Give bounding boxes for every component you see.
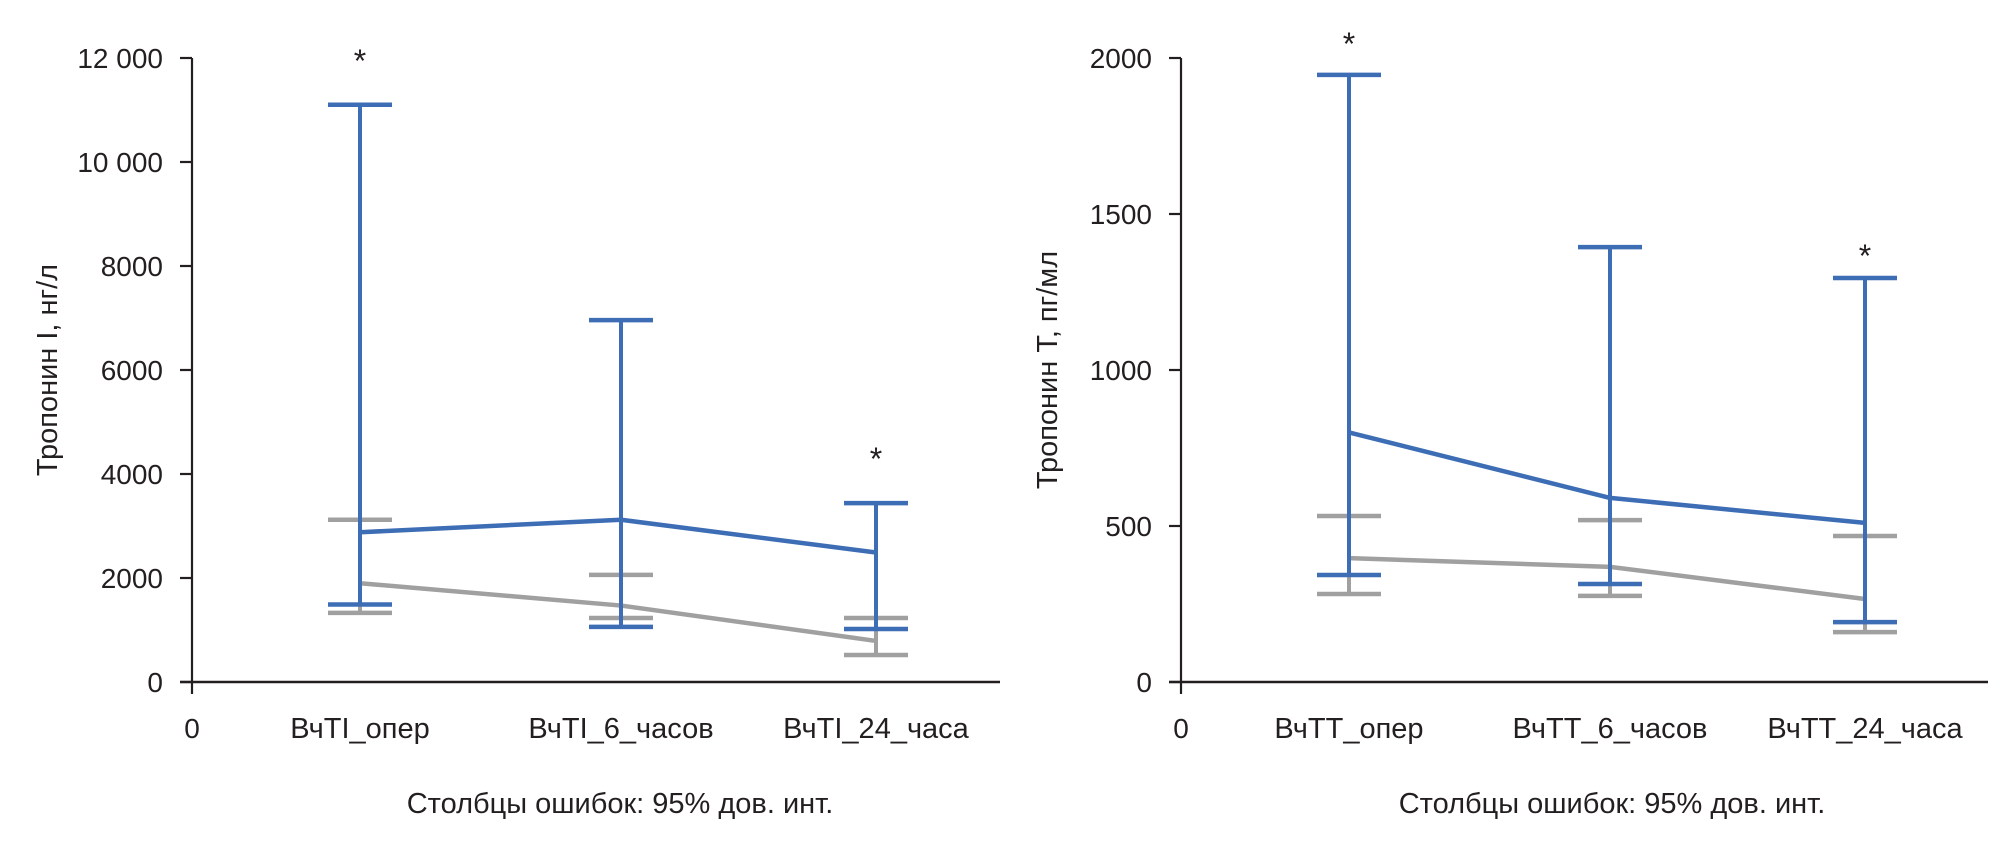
y-tick-label: 1500 bbox=[1090, 199, 1152, 230]
y-tick-label: 8000 bbox=[101, 251, 163, 282]
x-category-label: ВчТТ_6_часов bbox=[1513, 713, 1708, 745]
y-tick-label: 0 bbox=[147, 667, 163, 698]
y-tick-label: 0 bbox=[1136, 667, 1152, 698]
series-line-group-gray bbox=[1348, 555, 1866, 602]
significance-marker: * bbox=[870, 441, 882, 477]
significance-marker: * bbox=[1343, 26, 1355, 62]
significance-marker: * bbox=[1859, 238, 1871, 274]
x-category-label: ВчТI_6_часов bbox=[528, 713, 713, 745]
x-category-label: ВчТТ_24_часа bbox=[1767, 713, 1963, 745]
y-tick-label: 12 000 bbox=[77, 43, 163, 74]
y-tick-label: 6000 bbox=[101, 355, 163, 386]
error-bar-note: Столбцы ошибок: 95% дов. инт. bbox=[407, 788, 834, 820]
series-line-group-blue bbox=[359, 517, 877, 555]
x-category-label: ВчТI_опер bbox=[290, 713, 429, 745]
x-category-label: ВчТI_24_часа bbox=[783, 713, 970, 745]
y-tick-label: 1000 bbox=[1090, 355, 1152, 386]
y-tick-label: 500 bbox=[1105, 511, 1152, 542]
y-tick-label: 10 000 bbox=[77, 147, 163, 178]
x-category-label: ВчТТ_опер bbox=[1274, 713, 1423, 745]
series-line-group-blue bbox=[1348, 430, 1866, 526]
significance-marker: * bbox=[354, 43, 366, 79]
y-tick-label: 4000 bbox=[101, 459, 163, 490]
y-axis-title: Тропонин Т, пг/мл bbox=[1032, 251, 1064, 489]
y-axis-title: Тропонин I, нг/л bbox=[32, 264, 64, 476]
y-tick-label: 2000 bbox=[101, 563, 163, 594]
y-tick-label: 2000 bbox=[1090, 43, 1152, 74]
x-origin-label: 0 bbox=[1173, 713, 1189, 744]
error-bar-note: Столбцы ошибок: 95% дов. инт. bbox=[1399, 788, 1826, 820]
x-origin-label: 0 bbox=[184, 713, 200, 744]
series-line-group-gray bbox=[359, 580, 877, 644]
